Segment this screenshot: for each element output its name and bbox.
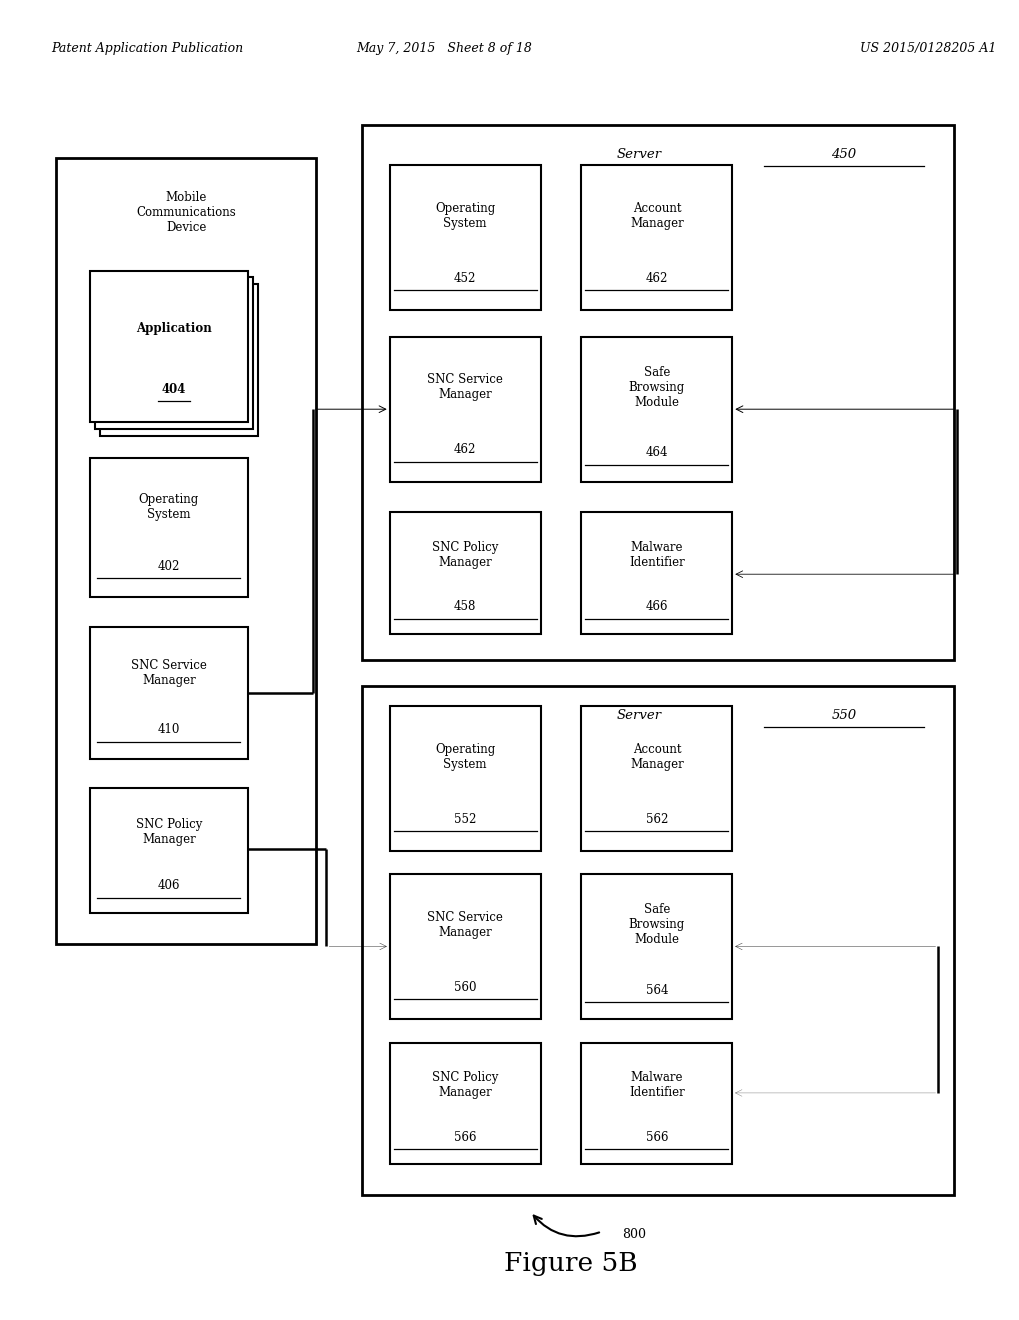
Text: Operating
System: Operating System: [434, 202, 495, 230]
Bar: [389, 1043, 540, 1164]
Text: 410: 410: [158, 723, 179, 737]
Text: SNC Service
Manager: SNC Service Manager: [130, 659, 207, 688]
Text: Figure 5B: Figure 5B: [503, 1251, 638, 1275]
Text: 400: 400: [174, 294, 198, 308]
Text: Server: Server: [616, 148, 661, 161]
Bar: [389, 337, 540, 482]
Text: 466: 466: [645, 601, 667, 614]
Text: 550: 550: [830, 709, 856, 722]
Text: 452: 452: [453, 272, 476, 285]
Text: 462: 462: [453, 444, 476, 457]
Bar: [362, 125, 953, 660]
Bar: [100, 284, 258, 436]
Text: Account
Manager: Account Manager: [630, 202, 683, 230]
Text: US 2015/0128205 A1: US 2015/0128205 A1: [859, 42, 996, 55]
Bar: [389, 512, 540, 634]
Text: 406: 406: [157, 879, 180, 892]
Text: 462: 462: [645, 272, 667, 285]
Bar: [362, 686, 953, 1195]
Text: Safe
Browsing
Module: Safe Browsing Module: [628, 366, 685, 409]
Text: 404: 404: [162, 383, 185, 396]
Text: 562: 562: [645, 813, 667, 826]
Text: Malware
Identifier: Malware Identifier: [629, 1072, 684, 1100]
Bar: [581, 165, 732, 310]
Bar: [389, 874, 540, 1019]
Text: 464: 464: [645, 446, 667, 459]
Text: 450: 450: [830, 148, 856, 161]
Text: SNC Policy
Manager: SNC Policy Manager: [431, 1072, 498, 1100]
Text: 564: 564: [645, 983, 667, 997]
Bar: [90, 788, 248, 913]
Text: 566: 566: [453, 1131, 476, 1144]
Bar: [581, 337, 732, 482]
Text: 800: 800: [622, 1228, 646, 1241]
Bar: [581, 706, 732, 851]
Bar: [389, 706, 540, 851]
Text: 402: 402: [158, 560, 179, 573]
Text: Application: Application: [136, 322, 212, 335]
Text: SNC Service
Manager: SNC Service Manager: [427, 911, 502, 939]
Bar: [56, 158, 316, 944]
Text: Malware
Identifier: Malware Identifier: [629, 541, 684, 569]
Bar: [95, 277, 253, 429]
Bar: [581, 1043, 732, 1164]
Text: Safe
Browsing
Module: Safe Browsing Module: [628, 903, 685, 946]
Text: Server: Server: [0, 148, 49, 161]
Text: Account
Manager: Account Manager: [630, 743, 683, 771]
Bar: [389, 165, 540, 310]
Text: 566: 566: [645, 1131, 667, 1144]
Bar: [90, 458, 248, 597]
Text: Mobile
Communications
Device: Mobile Communications Device: [137, 191, 235, 235]
Bar: [90, 627, 248, 759]
Text: SNC Service
Manager: SNC Service Manager: [427, 374, 502, 401]
Text: Server: Server: [616, 709, 661, 722]
Bar: [581, 874, 732, 1019]
Text: Operating
System: Operating System: [139, 492, 199, 520]
Bar: [90, 271, 248, 422]
Text: Operating
System: Operating System: [434, 743, 495, 771]
Text: SNC Policy
Manager: SNC Policy Manager: [431, 541, 498, 569]
Text: 458: 458: [453, 601, 476, 614]
Text: Server: Server: [0, 709, 49, 722]
Text: 552: 552: [453, 813, 476, 826]
Bar: [581, 512, 732, 634]
Text: Patent Application Publication: Patent Application Publication: [51, 42, 243, 55]
Text: 560: 560: [453, 981, 476, 994]
Text: May 7, 2015   Sheet 8 of 18: May 7, 2015 Sheet 8 of 18: [356, 42, 531, 55]
Text: SNC Policy
Manager: SNC Policy Manager: [136, 818, 202, 846]
